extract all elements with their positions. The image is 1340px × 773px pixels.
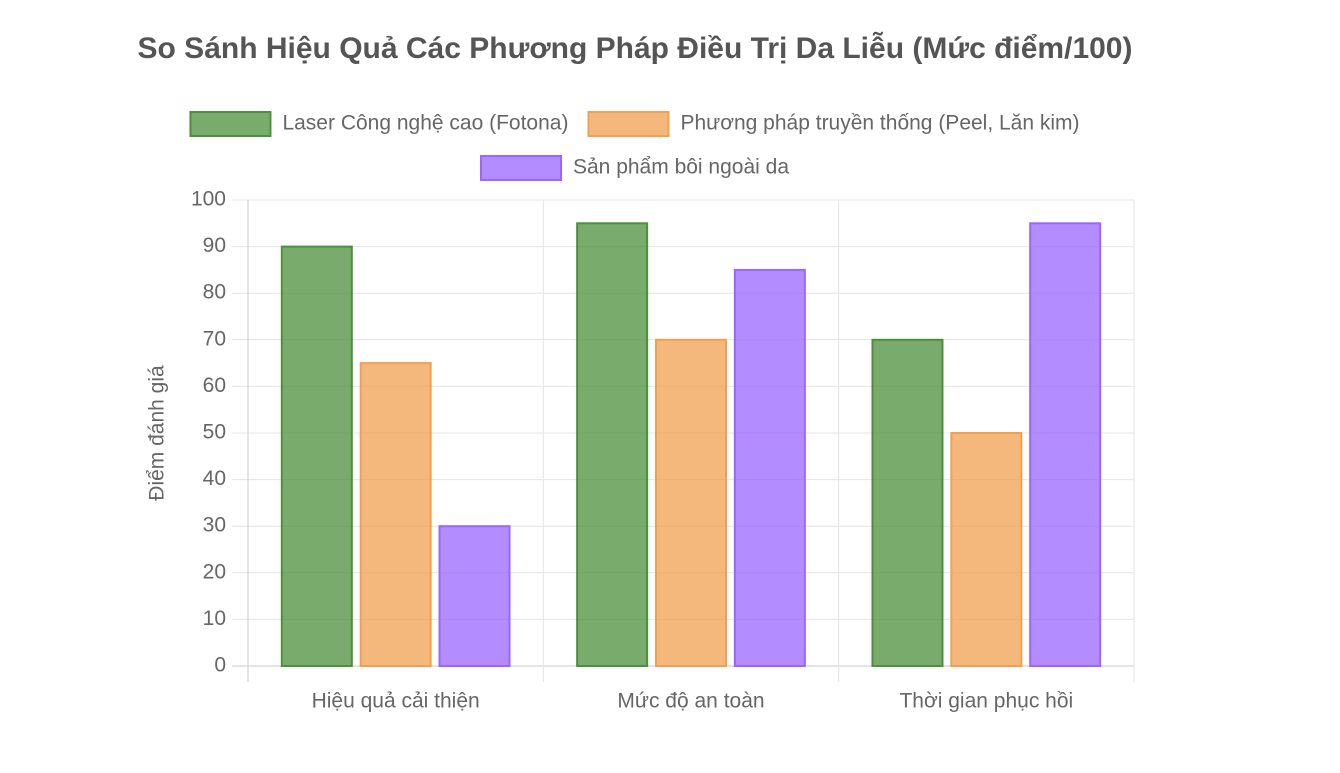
bar [871,338,944,667]
bar [950,432,1023,667]
y-tick-label: 50 [203,421,226,444]
y-tick-label: 90 [203,234,226,257]
y-tick-label: 60 [203,374,226,397]
x-tick-label: Hiệu quả cải thiện [312,690,480,713]
bar [655,338,727,667]
legend-label: Phương pháp truyền thống (Peel, Lăn kim) [680,112,1079,135]
legend-swatch [189,111,272,137]
y-tick-label: 10 [203,607,226,630]
legend-swatch [480,155,562,181]
bar [733,268,806,667]
bar [438,525,511,668]
y-tick-label: 70 [203,327,226,350]
legend-item: Laser Công nghệ cao (Fotona) [189,111,568,137]
bar [359,362,432,667]
bar [280,245,353,667]
legend-item: Phương pháp truyền thống (Peel, Lăn kim) [587,111,1080,137]
x-tick-label: Mức độ an toàn [617,690,764,713]
y-tick-label: 20 [203,560,226,583]
legend-label: Sản phẩm bôi ngoài da [573,156,789,179]
y-tick-label: 30 [203,514,226,537]
x-tick-label: Thời gian phục hồi [899,690,1073,713]
y-tick-label: 40 [203,467,226,490]
y-tick-label: 100 [191,188,226,211]
legend-label: Laser Công nghệ cao (Fotona) [282,112,568,135]
bar [1029,222,1102,668]
y-axis-label: Điểm đánh giá [146,365,169,501]
legend-swatch [587,111,670,137]
bar [576,222,649,668]
y-tick-label: 80 [203,281,226,304]
legend-item: Sản phẩm bôi ngoài da [480,155,789,181]
y-tick-label: 0 [214,654,226,677]
chart-title: So Sánh Hiệu Quả Các Phương Pháp Điều Tr… [138,31,1133,65]
